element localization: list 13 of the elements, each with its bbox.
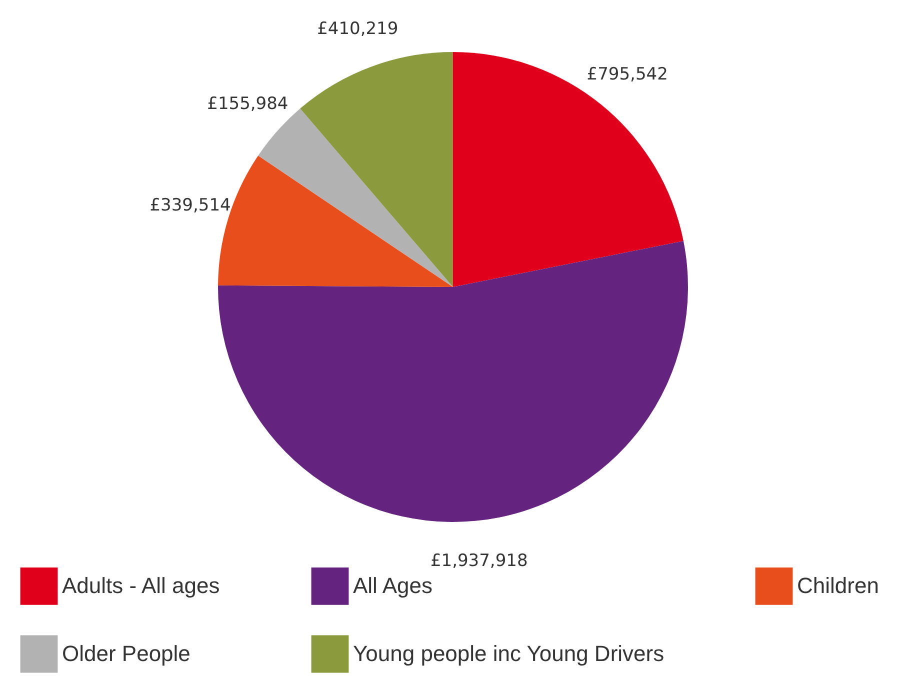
- legend-label: Adults - All ages: [62, 573, 220, 598]
- legend-label: All Ages: [353, 573, 432, 598]
- data-label: £795,542: [586, 64, 668, 84]
- data-label: £339,514: [150, 196, 231, 216]
- legend-label: Children: [797, 573, 879, 598]
- pie-slice: [218, 240, 688, 522]
- data-label: £1,937,918: [430, 550, 528, 571]
- legend-label: Young people inc Young Drivers: [353, 641, 664, 666]
- pie-slice: [300, 52, 453, 287]
- legend-label: Older People: [62, 641, 190, 666]
- pie-slice: [453, 52, 684, 287]
- data-label: £410,219: [317, 19, 398, 40]
- data-label: £155,984: [207, 94, 288, 114]
